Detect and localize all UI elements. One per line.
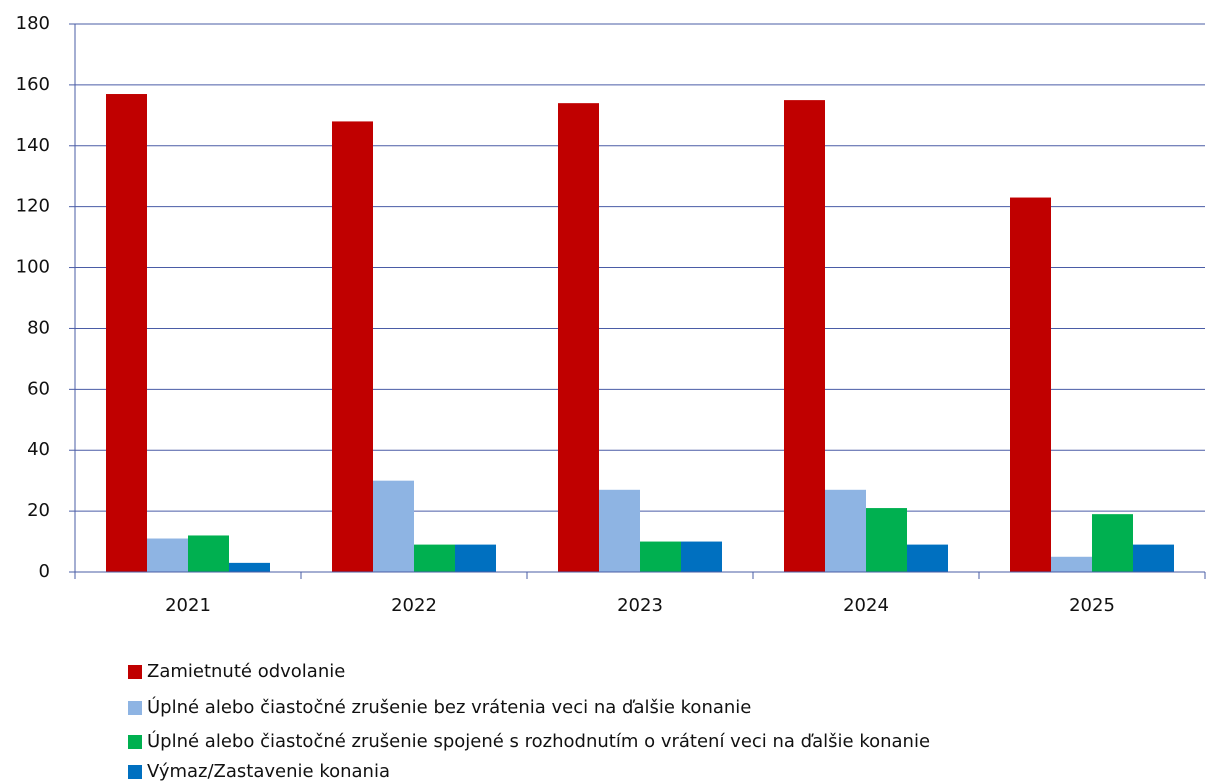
x-tick-label: 2024 (843, 595, 889, 616)
bar (599, 489, 640, 572)
y-tick-label: 140 (16, 135, 50, 156)
legend-label: Zamietnuté odvolanie (147, 661, 345, 682)
y-tick-label: 60 (27, 378, 50, 399)
x-tick-label: 2022 (391, 595, 437, 616)
bar (1051, 556, 1092, 572)
bar (455, 544, 496, 572)
bar (373, 480, 414, 572)
y-tick-label: 0 (39, 561, 50, 582)
y-tick-label: 40 (27, 439, 50, 460)
bar (1010, 197, 1051, 573)
y-tick-label: 120 (16, 196, 50, 217)
y-tick-label: 160 (16, 74, 50, 95)
legend-label: Úplné alebo čiastočné zrušenie spojené s… (147, 730, 930, 752)
legend-label: Úplné alebo čiastočné zrušenie bez vráte… (147, 696, 751, 718)
bar (1133, 544, 1174, 572)
bar (825, 489, 866, 572)
bar (558, 103, 599, 573)
bar (229, 562, 270, 572)
bar (681, 541, 722, 572)
bar (907, 544, 948, 572)
bar (1092, 514, 1133, 572)
x-tick-label: 2023 (617, 595, 663, 616)
bar (332, 121, 373, 572)
bar (147, 538, 188, 572)
bar (640, 541, 681, 572)
legend-swatch (128, 701, 142, 715)
x-tick-label: 2025 (1069, 595, 1115, 616)
bar (106, 94, 147, 573)
legend-swatch (128, 665, 142, 679)
legend-swatch (128, 765, 142, 779)
bar (866, 508, 907, 572)
legend-label: Výmaz/Zastavenie konania (147, 761, 390, 781)
y-tick-label: 20 (27, 500, 50, 521)
bar (784, 100, 825, 572)
bar (414, 544, 455, 572)
y-tick-label: 100 (16, 257, 50, 278)
x-tick-label: 2021 (165, 595, 211, 616)
y-tick-label: 80 (27, 317, 50, 338)
bar (188, 535, 229, 572)
legend-swatch (128, 735, 142, 749)
y-tick-label: 180 (16, 13, 50, 34)
